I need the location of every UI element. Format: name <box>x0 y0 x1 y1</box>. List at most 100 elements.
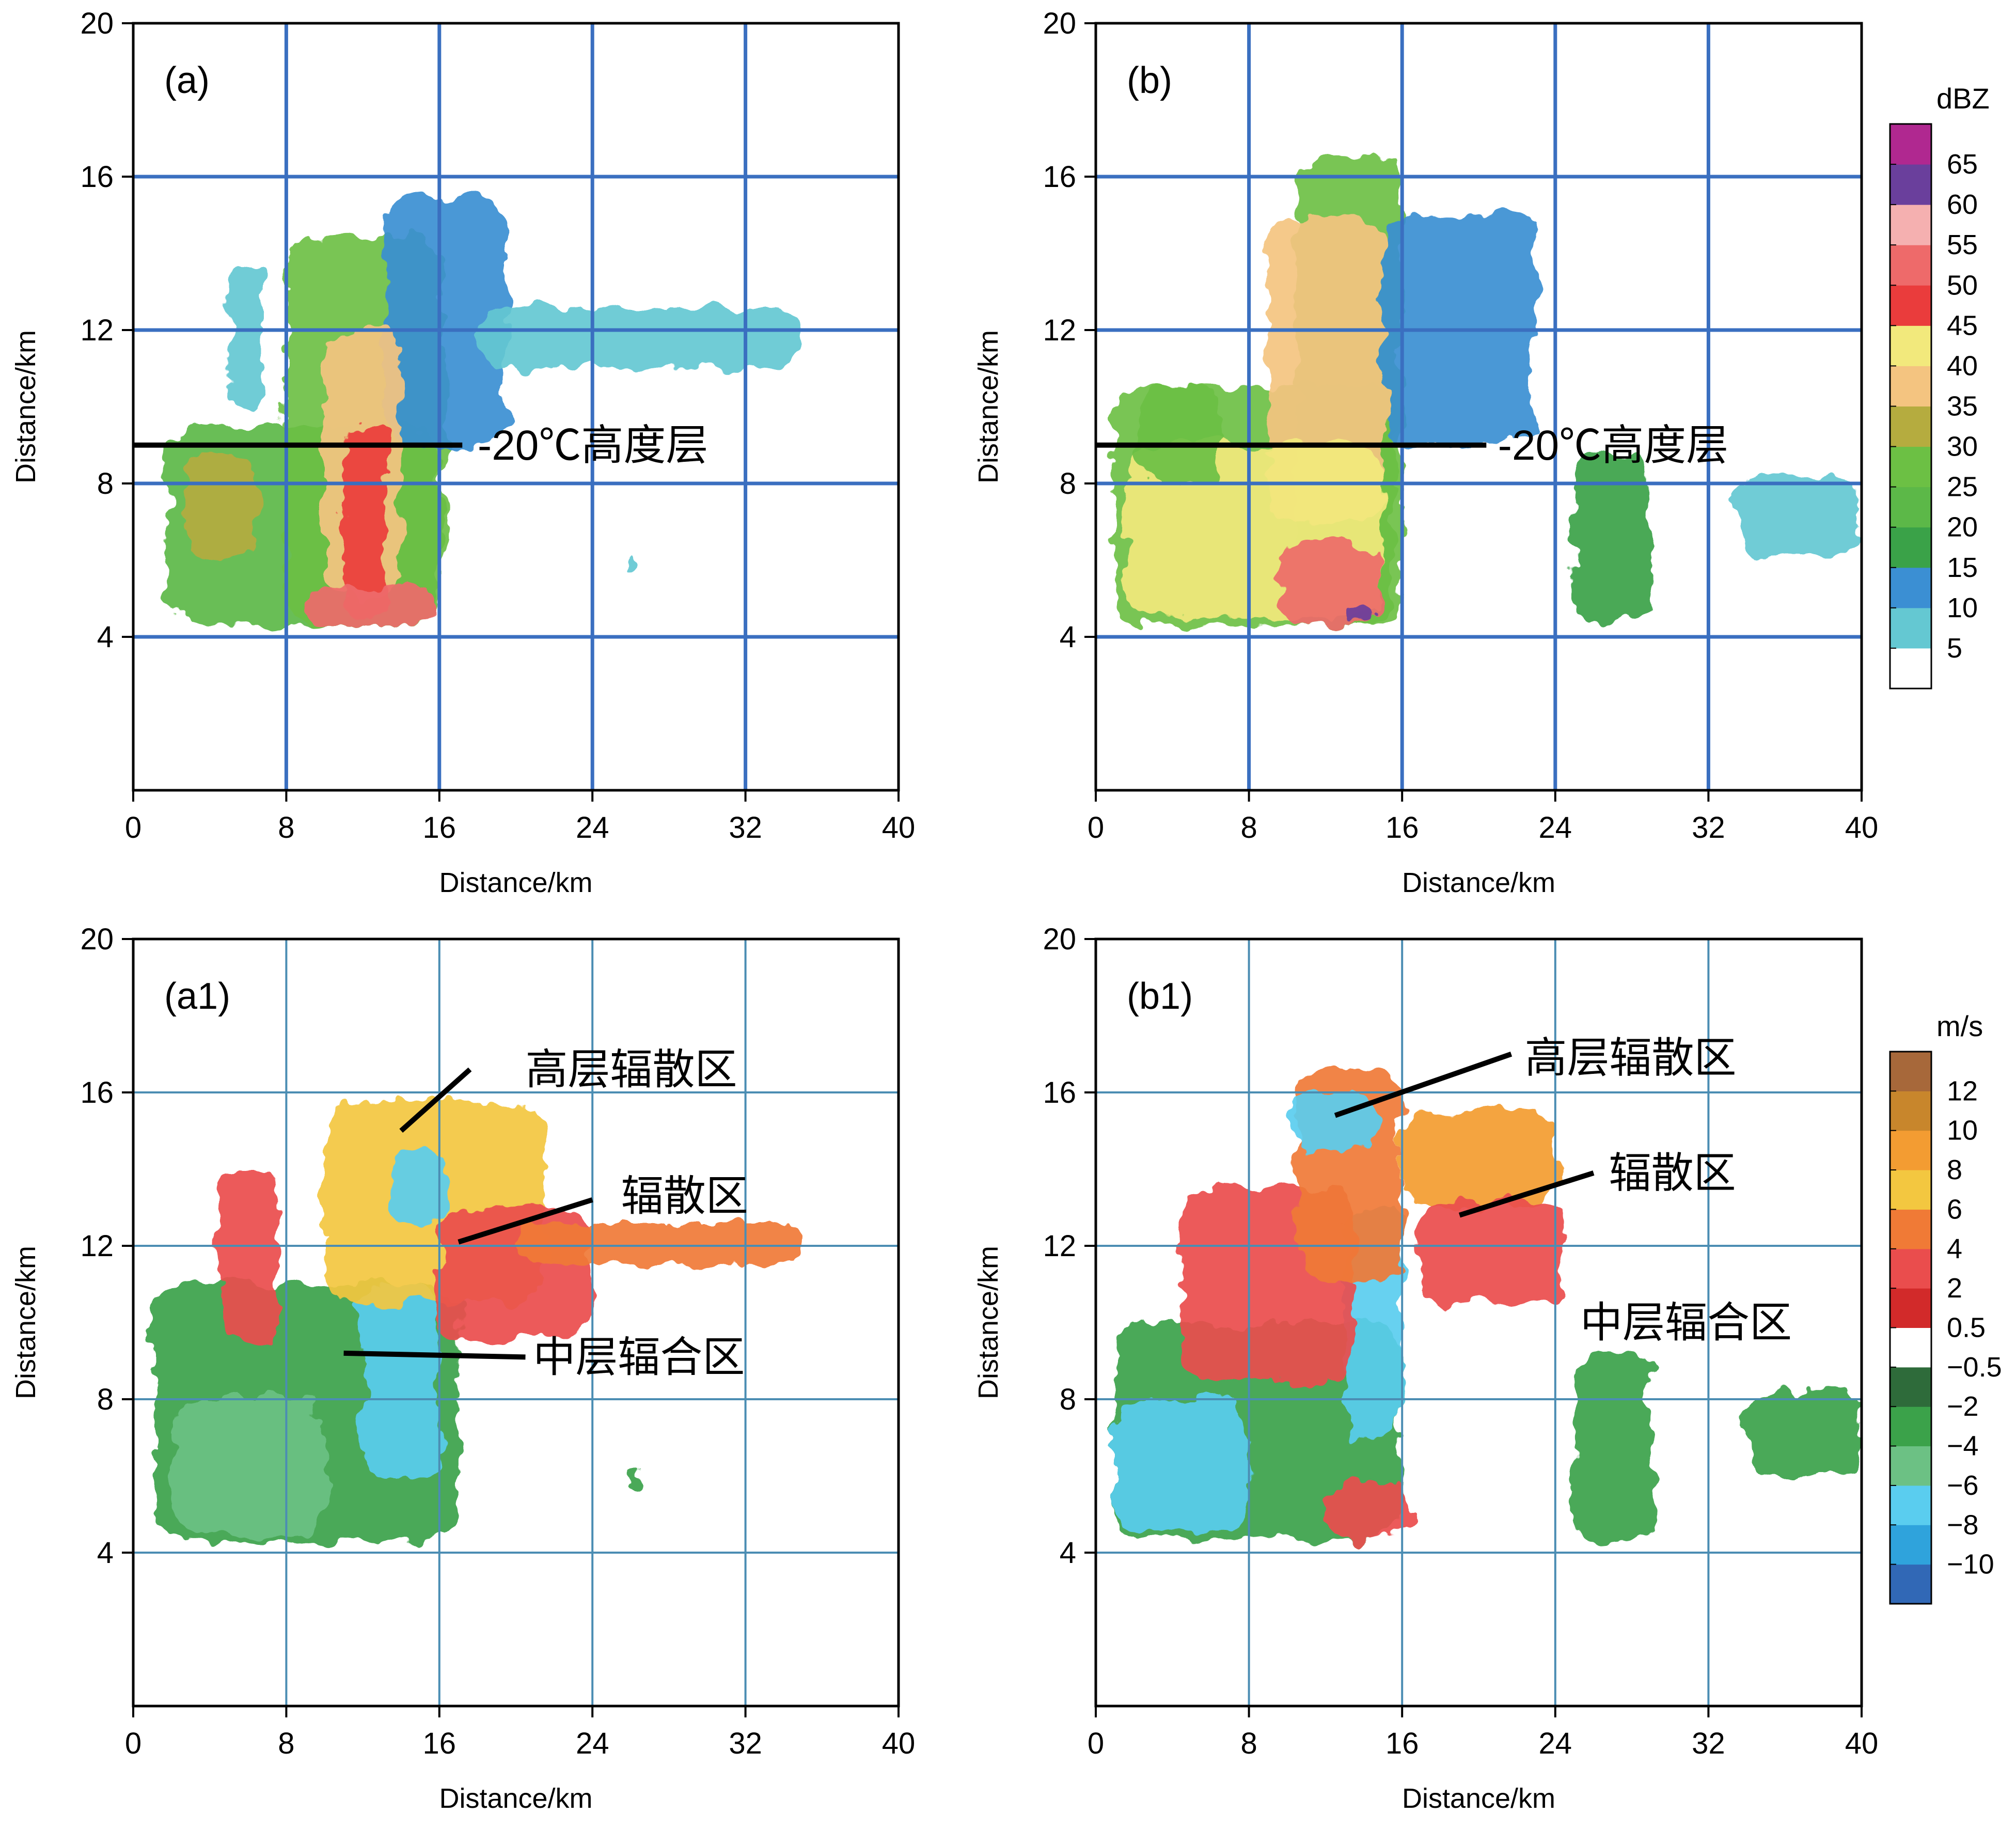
colorbar-swatch <box>1890 366 1931 406</box>
data-blob <box>1344 606 1374 622</box>
y-tick-label: 20 <box>1043 922 1076 956</box>
colorbar-label: 25 <box>1947 472 1978 503</box>
data-blob <box>1574 452 1651 625</box>
y-tick-label: 8 <box>1060 1383 1076 1416</box>
colorbar-label: 45 <box>1947 310 1978 341</box>
y-tick-label: 16 <box>80 160 114 194</box>
x-tick-label: 0 <box>125 1727 141 1760</box>
colorbar-swatch <box>1890 1209 1931 1249</box>
y-tick-label: 8 <box>97 1383 114 1416</box>
y-tick-label: 8 <box>97 467 114 500</box>
y-axis-label: Distance/km <box>973 1246 1004 1399</box>
y-axis-label: Distance/km <box>973 330 1004 483</box>
x-tick-label: 24 <box>1539 811 1572 844</box>
colorbar-label: 6 <box>1947 1194 1962 1225</box>
colorbar-label: 55 <box>1947 229 1978 260</box>
plot-frame <box>1094 22 1863 792</box>
colorbar-label: −6 <box>1947 1470 1979 1501</box>
colorbar-swatch <box>1890 1248 1931 1289</box>
panel-0: 0 8 16 24 32 4048121620Distance/kmDistance/km… <box>10 7 915 898</box>
data-field <box>152 1100 803 1541</box>
panel-label: (a1) <box>164 976 230 1017</box>
x-tick-label: 24 <box>1539 1727 1572 1760</box>
x-tick-label: 16 <box>1385 1727 1419 1760</box>
annotation-text: 中层辐合区 <box>533 1334 745 1381</box>
colorbar-label: 40 <box>1947 350 1978 381</box>
data-field <box>1115 161 1862 625</box>
x-axis-label: Distance/km <box>1402 1783 1555 1814</box>
y-tick-label: 8 <box>1060 467 1076 500</box>
y-axis-label: Distance/km <box>10 330 41 483</box>
colorbar-swatch <box>1890 1446 1931 1486</box>
data-blob <box>626 1472 635 1488</box>
colorbar-swatch <box>1890 487 1931 528</box>
data-blob <box>1115 1399 1249 1534</box>
colorbar-label: 12 <box>1947 1075 1978 1106</box>
x-tick-label: 0 <box>125 811 141 844</box>
annotation-text: -20℃高度层 <box>1498 422 1729 469</box>
colorbar-label: 10 <box>1947 1115 1978 1146</box>
colorbar-unit: dBZ <box>1936 82 1990 115</box>
colorbar-swatch <box>1890 607 1931 649</box>
x-tick-label: 40 <box>1845 1727 1879 1760</box>
x-tick-label: 8 <box>278 811 294 844</box>
colorbar-label: 35 <box>1947 391 1978 422</box>
colorbar-label: 15 <box>1947 552 1978 583</box>
x-tick-label: 8 <box>1240 811 1257 844</box>
y-tick-label: 4 <box>97 620 114 654</box>
y-tick-label: 20 <box>80 7 114 40</box>
annotation-line <box>399 1067 472 1133</box>
x-tick-label: 24 <box>576 1727 609 1760</box>
x-axis-label: Distance/km <box>1402 867 1555 898</box>
colorbar-label: −0.5 <box>1947 1352 2002 1383</box>
colorbar-swatch <box>1890 205 1931 245</box>
colorbar-label: 0.5 <box>1947 1312 1986 1343</box>
x-tick-label: 32 <box>1692 811 1725 844</box>
colorbar-swatch <box>1890 567 1931 608</box>
annotation-line <box>343 1350 526 1360</box>
plot-frame <box>1094 937 1863 1708</box>
panel-2: 0 8 16 24 32 4048121620Distance/kmDistance/km… <box>10 922 915 1814</box>
colorbar-label: 65 <box>1947 149 1978 180</box>
data-blob <box>382 196 507 445</box>
annotation-line <box>1458 1170 1595 1218</box>
colorbar-swatch <box>1890 124 1931 165</box>
colorbar-label: 8 <box>1947 1154 1962 1185</box>
colorbar-swatch <box>1890 1052 1931 1091</box>
y-tick-label: 16 <box>1043 160 1076 194</box>
y-tick-label: 4 <box>1060 1536 1076 1570</box>
y-tick-label: 20 <box>1043 7 1076 40</box>
colorbar-swatch <box>1890 1130 1931 1170</box>
colorbar-unit: m/s <box>1936 1010 1983 1042</box>
data-blob <box>1421 1199 1565 1304</box>
panel-label: (b1) <box>1127 976 1193 1017</box>
colorbar-swatch <box>1890 527 1931 568</box>
data-blob <box>363 1284 439 1476</box>
colorbar-swatch <box>1890 1406 1931 1447</box>
data-blob <box>1134 387 1220 483</box>
colorbar-label: −8 <box>1947 1509 1979 1540</box>
data-blob <box>305 590 439 625</box>
x-tick-label: 32 <box>1692 1727 1725 1760</box>
x-tick-label: 40 <box>882 1727 916 1760</box>
colorbar-label: 4 <box>1947 1233 1962 1264</box>
panel-label: (b) <box>1127 60 1172 101</box>
panel-label: (a) <box>164 60 210 101</box>
data-blob <box>391 1150 449 1227</box>
colorbar-swatch <box>1890 285 1931 326</box>
x-tick-label: 32 <box>729 811 762 844</box>
colorbar-swatch <box>1890 164 1931 205</box>
annotation-text: -20℃高度层 <box>478 422 708 469</box>
x-tick-label: 8 <box>278 1727 294 1760</box>
annotation-text: 辐散区 <box>1609 1150 1736 1197</box>
colorbar-swatch <box>1890 1367 1931 1407</box>
data-blob <box>229 272 263 407</box>
x-axis-label: Distance/km <box>439 867 592 898</box>
x-tick-label: 16 <box>423 811 456 844</box>
colorbar-1: −10 −8 −6 −4 −2 −0.5 0.5 2 4 6 8 10 12 m/s <box>1889 1010 2002 1605</box>
data-blob <box>171 1399 325 1534</box>
plot-frame <box>132 937 900 1708</box>
annotation-text: 高层辐散区 <box>1524 1035 1736 1082</box>
data-blob <box>1746 1387 1862 1476</box>
